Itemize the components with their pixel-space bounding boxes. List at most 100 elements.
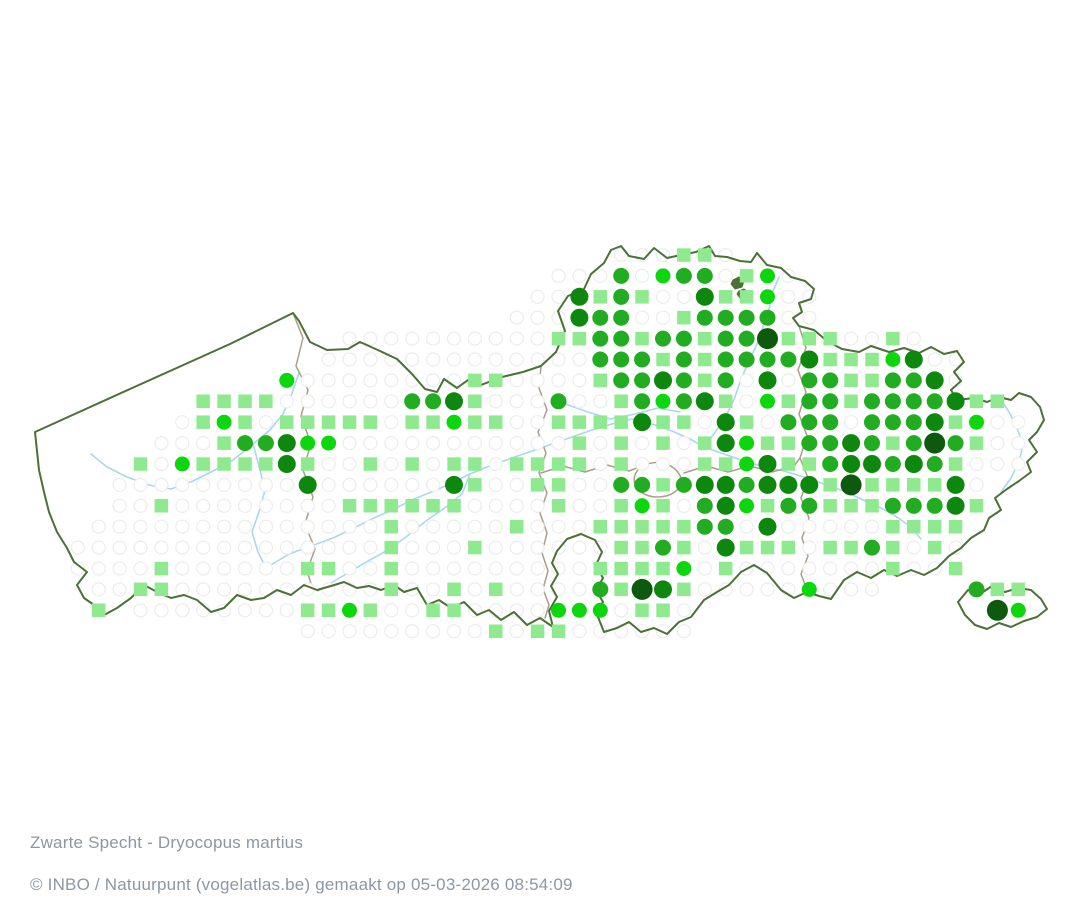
- empty-grid-cell: [843, 331, 859, 346]
- observation-marker-square: [572, 457, 587, 471]
- observation-marker-square: [217, 394, 231, 408]
- observation-marker-circle: [446, 414, 462, 430]
- observation-marker-circle: [758, 475, 777, 494]
- empty-grid-cell: [300, 373, 315, 388]
- observation-marker-circle: [445, 392, 463, 411]
- empty-grid-cell: [467, 436, 482, 451]
- observation-marker-square: [614, 561, 628, 576]
- empty-grid-cell: [655, 289, 671, 304]
- empty-grid-cell: [384, 415, 399, 430]
- empty-grid-cell: [112, 519, 127, 534]
- observation-marker-square: [468, 478, 482, 492]
- observation-marker-square: [238, 415, 252, 429]
- observation-marker-circle: [926, 456, 943, 472]
- empty-grid-cell: [112, 498, 127, 513]
- observation-marker-square: [447, 582, 461, 597]
- observation-marker-square: [781, 540, 796, 555]
- empty-grid-cell: [405, 603, 420, 618]
- observation-marker-circle: [760, 393, 775, 409]
- empty-grid-cell: [217, 561, 232, 576]
- observation-marker-square: [844, 540, 858, 555]
- empty-grid-cell: [133, 561, 148, 576]
- observation-marker-square: [760, 499, 775, 513]
- observation-marker-circle: [277, 434, 296, 453]
- observation-marker-square: [259, 394, 273, 408]
- empty-grid-cell: [467, 352, 482, 367]
- observation-marker-square: [321, 415, 336, 429]
- observation-marker-square: [468, 415, 482, 429]
- empty-grid-cell: [237, 603, 253, 618]
- empty-grid-cell: [676, 456, 692, 472]
- observation-marker-square: [551, 457, 566, 471]
- empty-grid-cell: [739, 394, 754, 409]
- observation-marker-circle: [592, 602, 608, 618]
- empty-grid-cell: [530, 289, 545, 304]
- observation-marker-circle: [863, 455, 881, 473]
- observation-marker-circle: [926, 497, 943, 514]
- empty-grid-cell: [363, 519, 378, 534]
- observation-marker-circle: [571, 602, 587, 618]
- observation-marker-square: [196, 415, 210, 429]
- observation-marker-square: [468, 373, 482, 388]
- observation-marker-square: [886, 561, 900, 576]
- observation-marker-square: [907, 478, 921, 492]
- observation-marker-circle: [780, 351, 797, 368]
- empty-grid-cell: [279, 477, 294, 492]
- empty-grid-cell: [530, 582, 545, 597]
- empty-grid-cell: [509, 331, 524, 346]
- observation-marker-square: [342, 415, 357, 429]
- observation-marker-square: [468, 540, 482, 555]
- empty-grid-cell: [258, 477, 273, 492]
- empty-grid-cell: [509, 561, 524, 576]
- observation-marker-square: [489, 373, 503, 388]
- empty-grid-cell: [217, 498, 232, 513]
- observation-marker-square: [635, 603, 649, 617]
- empty-grid-cell: [175, 561, 190, 576]
- empty-grid-cell: [321, 477, 336, 492]
- empty-grid-cell: [175, 519, 190, 534]
- empty-grid-cell: [1011, 436, 1026, 451]
- empty-grid-cell: [823, 519, 838, 534]
- observation-marker-square: [865, 352, 879, 367]
- observation-marker-circle: [257, 435, 274, 452]
- observation-marker-square: [614, 582, 628, 597]
- empty-grid-cell: [342, 394, 357, 409]
- observation-marker-square: [489, 415, 503, 429]
- observation-marker-square: [530, 457, 545, 471]
- observation-marker-square: [614, 499, 628, 513]
- river: [90, 372, 300, 490]
- empty-grid-cell: [133, 519, 148, 534]
- empty-grid-cell: [405, 331, 420, 346]
- empty-grid-cell: [530, 519, 545, 534]
- observation-marker-square: [405, 415, 419, 429]
- observation-marker-square: [593, 561, 607, 576]
- observation-marker-circle: [840, 474, 862, 496]
- observation-marker-circle: [925, 413, 944, 432]
- observation-marker-circle: [717, 372, 734, 389]
- observation-marker-circle: [822, 435, 839, 452]
- map-credit: © INBO / Natuurpunt (vogelatlas.be) gema…: [30, 875, 573, 894]
- observation-marker-square: [718, 290, 733, 304]
- observation-marker-square: [489, 582, 503, 597]
- empty-grid-cell: [154, 519, 169, 534]
- empty-grid-cell: [112, 477, 127, 492]
- observation-marker-circle: [676, 561, 692, 576]
- observation-marker-square: [614, 540, 628, 555]
- observation-marker-circle: [738, 476, 755, 493]
- empty-grid-cell: [446, 561, 462, 576]
- observation-marker-circle: [570, 287, 589, 306]
- observation-marker-circle: [780, 497, 797, 514]
- empty-grid-cell: [530, 352, 545, 367]
- observation-marker-circle: [174, 456, 190, 472]
- observation-marker-square: [781, 457, 796, 471]
- empty-grid-cell: [572, 519, 587, 534]
- empty-grid-cell: [300, 540, 315, 555]
- empty-grid-cell: [530, 540, 545, 555]
- empty-grid-cell: [196, 540, 211, 555]
- observation-marker-circle: [968, 581, 985, 598]
- empty-grid-cell: [781, 561, 796, 576]
- empty-grid-cell: [697, 561, 712, 576]
- empty-grid-cell: [718, 268, 733, 283]
- observation-marker-circle: [592, 330, 609, 347]
- map-title: Zwarte Specht - Dryocopus martius: [30, 833, 304, 852]
